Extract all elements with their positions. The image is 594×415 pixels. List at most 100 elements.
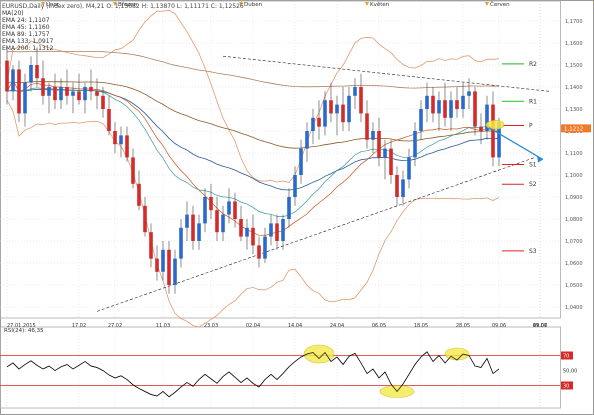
candle: [119, 135, 123, 144]
candle: [23, 83, 27, 114]
candle: [377, 131, 381, 157]
y-tick-label-7: 1,1100: [565, 151, 583, 157]
candle: [449, 100, 453, 118]
month-label-2: Duben: [244, 2, 263, 8]
pivot-label-S3: S3: [529, 248, 537, 255]
candle: [347, 96, 351, 122]
x-tick-label-10: 28.05: [456, 323, 470, 329]
rsi-tick-label-2: 30: [563, 384, 569, 390]
candle: [389, 149, 393, 175]
candle: [227, 201, 231, 214]
info-line-ema89: EMA 89: 1,1757: [2, 31, 244, 38]
candle: [305, 131, 309, 149]
x-tick-label-8: 06.05: [372, 323, 386, 329]
x-tick-label-9: 18.05: [414, 323, 428, 329]
candle: [269, 223, 273, 236]
pivot-label-S1: S1: [529, 161, 537, 168]
y-tick-label-0: 1,0400: [565, 305, 583, 311]
candle: [461, 96, 465, 109]
candle: [53, 87, 57, 100]
candle: [149, 232, 153, 258]
candle: [371, 131, 375, 140]
y-tick-label-5: 1,0900: [565, 195, 583, 201]
candle: [323, 100, 327, 126]
info-line-ema45: EMA 45: 1,1160: [2, 24, 244, 31]
y-tick-label-13: 1,1700: [565, 19, 583, 25]
candle: [35, 65, 39, 78]
candle: [167, 250, 171, 285]
candle: [41, 78, 45, 96]
candle: [467, 91, 471, 95]
candle: [239, 219, 243, 237]
info-line-ema200: EMA 200: 1,1312: [2, 45, 244, 52]
candle: [329, 100, 333, 113]
x-tick-label-14: 09.07: [533, 323, 547, 329]
y-tick-label-6: 1,1000: [565, 173, 583, 179]
candle: [179, 228, 183, 259]
y-tick-label-9: 1,1300: [565, 107, 583, 113]
y-tick-label-4: 1,0800: [565, 217, 583, 223]
y-tick-label-12: 1,1600: [565, 41, 583, 47]
candle: [125, 135, 129, 157]
rsi-tick-label-0: 70: [563, 354, 569, 360]
candle: [395, 175, 399, 197]
info-line-symbol: EURUSD,Daily (Index zero), M4,21 O: 1,13…: [2, 3, 244, 10]
candle: [299, 149, 303, 175]
candle: [107, 109, 111, 131]
x-tick-label-4: 23.03: [204, 323, 218, 329]
candle: [191, 215, 195, 241]
candle: [155, 259, 159, 272]
candle: [233, 201, 237, 219]
candle: [71, 91, 75, 95]
candle: [17, 69, 21, 113]
rsi-tick-label-1: 50,00: [563, 369, 577, 375]
rsi-highlight-overbought-2: [445, 348, 469, 360]
candle: [95, 91, 99, 95]
rsi-title: RSI(24): 46,35: [4, 328, 44, 334]
candle: [251, 228, 255, 246]
candle: [287, 197, 291, 219]
candle: [173, 259, 177, 285]
pivot-label-R1: R1: [529, 98, 537, 105]
price-highlight-ellipse: [486, 120, 504, 129]
pivot-label-S2: S2: [529, 181, 537, 188]
candle: [275, 223, 279, 241]
candle: [59, 87, 63, 100]
candle: [83, 87, 87, 100]
month-label-3: Květen: [370, 1, 390, 8]
candle: [185, 215, 189, 228]
y-tick-label-2: 1,0600: [565, 261, 583, 267]
candle: [479, 127, 483, 131]
month-label-4: Červen: [490, 1, 510, 8]
x-tick-label-6: 14.04: [288, 323, 302, 329]
candle: [359, 87, 363, 113]
candle: [413, 131, 417, 157]
candle: [245, 228, 249, 237]
candle: [443, 100, 447, 118]
info-line-ma: MA(20): [2, 10, 244, 17]
x-tick-label-7: 24.04: [330, 323, 344, 329]
candle: [335, 105, 339, 114]
info-line-ema133: EMA 133: 1,0917: [2, 38, 244, 45]
candle: [365, 113, 369, 139]
y-tick-label-10: 1,1400: [565, 85, 583, 91]
candle: [47, 87, 51, 96]
candle: [311, 118, 315, 131]
x-tick-label-5: 02.04: [246, 323, 260, 329]
candle: [89, 87, 93, 91]
candle: [221, 215, 225, 233]
candle: [473, 91, 477, 126]
candle: [293, 175, 297, 197]
candle: [161, 250, 165, 272]
pivot-label-P: P: [529, 123, 533, 130]
candle: [431, 96, 435, 114]
candle: [383, 149, 387, 158]
candle: [143, 206, 147, 232]
candle: [215, 210, 219, 232]
x-tick-label-3: 11.03: [156, 323, 170, 329]
candle: [419, 109, 423, 131]
x-tick-label-2: 27.02: [108, 323, 122, 329]
candle: [113, 131, 117, 144]
